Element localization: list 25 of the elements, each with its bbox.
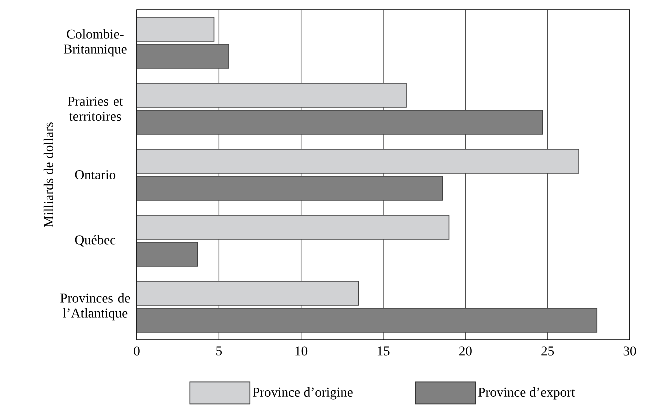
legend-label: Province d’origine <box>252 388 353 400</box>
y-tick-label: Provinces de l’Atlantique <box>60 293 130 321</box>
x-tick-label: 15 <box>378 346 390 356</box>
y-tick-label: Ontario <box>75 170 116 180</box>
bar <box>137 83 407 108</box>
x-tick-label: 25 <box>542 346 554 356</box>
x-tick-label: 10 <box>296 346 308 356</box>
legend-label: Province d’export <box>478 388 576 400</box>
x-tick-label: 30 <box>624 346 636 356</box>
bar <box>137 308 598 333</box>
bar <box>137 176 444 201</box>
y-tick-label: Prairies et territoires <box>68 96 124 122</box>
bar <box>137 17 215 42</box>
bar <box>137 110 544 135</box>
x-tick-label: 20 <box>460 346 472 356</box>
bar <box>137 215 450 240</box>
bar <box>137 44 230 69</box>
y-tick-label: Québec <box>75 235 116 247</box>
bar <box>137 281 360 306</box>
y-axis-title: Milliards de dollars <box>44 122 54 228</box>
bar <box>137 149 580 174</box>
y-tick-label: Colombie-Britannique <box>64 29 127 57</box>
bar <box>137 242 198 267</box>
x-tick-label: 0 <box>134 346 140 356</box>
x-tick-label: 5 <box>216 346 222 356</box>
